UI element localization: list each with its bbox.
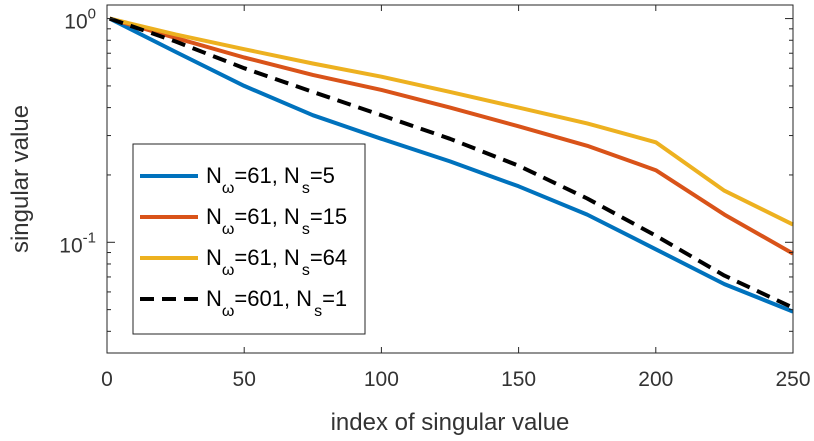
y-axis: 100 10-1 bbox=[59, 6, 793, 332]
series-line-2 bbox=[109, 16, 794, 256]
x-axis-label: index of singular value bbox=[331, 409, 570, 436]
series-line-1 bbox=[108, 16, 794, 314]
legend: Nω=61, Ns=5 Nω=61, Ns=15 Nω=61, Ns=64 Nω=60… bbox=[132, 143, 366, 335]
plot-frame bbox=[106, 4, 794, 354]
plot-layer bbox=[108, 16, 794, 314]
y-tick-label: 100 bbox=[64, 6, 96, 34]
legend-label: Nω=601, Ns=1 bbox=[206, 286, 347, 320]
legend-label: Nω=61, Ns=5 bbox=[206, 163, 335, 197]
x-tick-label: 100 bbox=[364, 368, 399, 391]
x-tick-label: 250 bbox=[775, 368, 810, 391]
x-tick-label: 50 bbox=[233, 368, 256, 391]
series-line-4 bbox=[109, 16, 794, 310]
x-tick-label: 150 bbox=[501, 368, 536, 391]
x-tick-label: 200 bbox=[638, 368, 673, 391]
series-line-3 bbox=[109, 16, 794, 227]
legend-label: Nω=61, Ns=15 bbox=[206, 204, 347, 238]
y-axis-label: singular value bbox=[7, 105, 34, 253]
x-tick-label: 0 bbox=[101, 368, 113, 391]
x-axis: 0 50 100 150 200 250 bbox=[101, 5, 811, 391]
y-tick-label: 10-1 bbox=[59, 229, 96, 257]
legend-label: Nω=61, Ns=64 bbox=[206, 245, 347, 279]
